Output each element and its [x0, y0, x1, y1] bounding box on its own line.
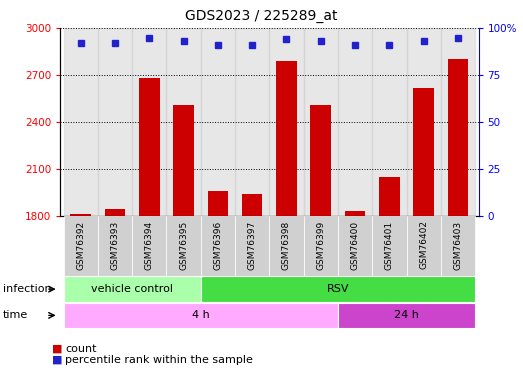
Text: GSM76393: GSM76393 [110, 220, 120, 270]
Text: time: time [3, 310, 28, 320]
Bar [235, 28, 269, 216]
Text: 4 h: 4 h [192, 310, 210, 320]
Bar [413, 87, 434, 216]
Bar [166, 216, 201, 276]
Text: GSM76402: GSM76402 [419, 220, 428, 269]
Text: GSM76394: GSM76394 [145, 220, 154, 270]
Bar [311, 105, 331, 216]
Text: infection: infection [3, 284, 51, 294]
Text: GSM76392: GSM76392 [76, 220, 85, 270]
Bar [64, 28, 98, 216]
Bar [276, 61, 297, 216]
Text: ■: ■ [52, 344, 63, 354]
Bar [448, 59, 468, 216]
Bar [379, 177, 400, 216]
Bar [338, 303, 475, 328]
Bar [98, 216, 132, 276]
Bar [208, 190, 228, 216]
Text: GSM76403: GSM76403 [453, 220, 462, 270]
Text: GDS2023 / 225289_at: GDS2023 / 225289_at [185, 9, 338, 23]
Text: GSM76398: GSM76398 [282, 220, 291, 270]
Text: RSV: RSV [327, 284, 349, 294]
Text: GSM76395: GSM76395 [179, 220, 188, 270]
Bar [441, 216, 475, 276]
Text: GSM76399: GSM76399 [316, 220, 325, 270]
Bar [235, 216, 269, 276]
Text: GSM76397: GSM76397 [248, 220, 257, 270]
Bar [441, 28, 475, 216]
Text: count: count [65, 344, 97, 354]
Text: percentile rank within the sample: percentile rank within the sample [65, 355, 253, 365]
Bar [64, 303, 338, 328]
Bar [406, 216, 441, 276]
Bar [201, 28, 235, 216]
Text: GSM76396: GSM76396 [213, 220, 222, 270]
Bar [132, 28, 166, 216]
Bar [338, 28, 372, 216]
Bar [98, 28, 132, 216]
Bar [201, 276, 475, 302]
Bar [166, 28, 201, 216]
Bar [269, 28, 304, 216]
Bar [269, 216, 304, 276]
Text: ■: ■ [52, 355, 63, 365]
Bar [242, 194, 263, 216]
Bar [406, 28, 441, 216]
Bar [139, 78, 160, 216]
Text: vehicle control: vehicle control [91, 284, 173, 294]
Bar [71, 214, 91, 216]
Text: 24 h: 24 h [394, 310, 419, 320]
Bar [372, 216, 406, 276]
Bar [372, 28, 406, 216]
Text: GSM76400: GSM76400 [350, 220, 360, 270]
Bar [64, 276, 201, 302]
Bar [105, 209, 126, 216]
Bar [345, 211, 366, 216]
Bar [304, 28, 338, 216]
Bar [304, 216, 338, 276]
Bar [201, 216, 235, 276]
Bar [132, 216, 166, 276]
Text: GSM76401: GSM76401 [385, 220, 394, 270]
Bar [64, 216, 98, 276]
Bar [338, 216, 372, 276]
Bar [173, 105, 194, 216]
